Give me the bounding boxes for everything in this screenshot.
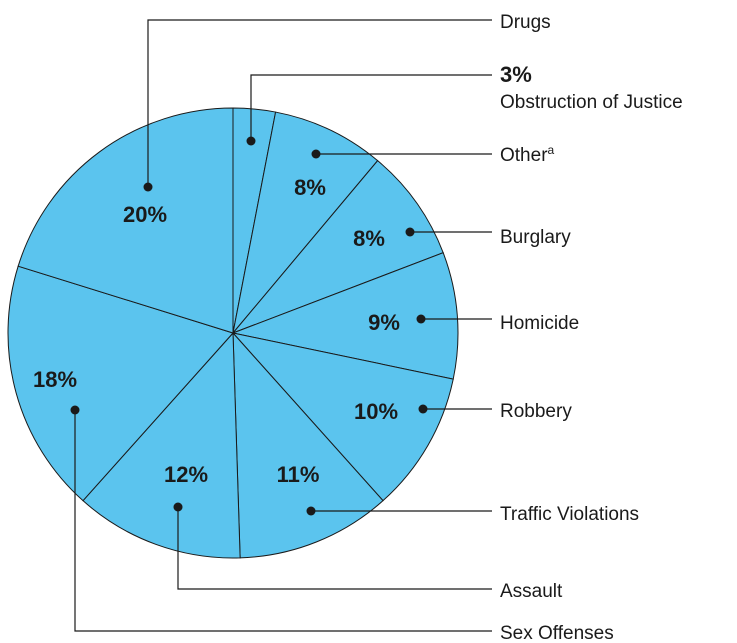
leader-dot-assault [173, 502, 183, 512]
category-labels: 3% Obstruction of Justice Othera Burglary Ho… [500, 12, 683, 643]
label-robbery: Robbery [500, 401, 572, 422]
slice-pct-other: 8% [294, 175, 326, 200]
slice-robbery [231, 332, 454, 502]
leader-dot-sex-offenses [70, 405, 80, 415]
slice-homicide [231, 252, 459, 380]
slice-sex-offenses [7, 265, 234, 502]
label-traffic-violations: Traffic Violations [500, 504, 639, 525]
slice-pct-assault: 12% [164, 462, 208, 487]
label-assault: Assault [500, 581, 563, 602]
slice-burglary [231, 159, 444, 335]
label-homicide: Homicide [500, 313, 579, 334]
slice-other [232, 111, 379, 335]
label-other: Othera [500, 143, 555, 166]
label-sex-offenses: Sex Offenses [500, 623, 614, 643]
slice-pct-homicide: 9% [368, 310, 400, 335]
slice-pct-drugs: 20% [123, 202, 167, 227]
leader-dot-robbery [418, 404, 428, 414]
slice-pct-robbery: 10% [354, 399, 398, 424]
leader-dot-obstruction-of-justice [246, 136, 256, 146]
slice-percent-labels: 8% 8% 9% 10% 11% 12% 18% 20% [33, 175, 400, 487]
slice-pct-sex-offenses: 18% [33, 367, 77, 392]
leader-drugs [147, 19, 492, 187]
label-pct-obstruction-of-justice: 3% [500, 62, 532, 87]
leader-lines [70, 19, 492, 632]
label-drugs: Drugs [500, 12, 551, 33]
leader-dot-other [311, 149, 321, 159]
slice-pct-traffic-violations: 11% [277, 462, 320, 487]
slice-traffic-violations [232, 331, 384, 559]
leader-dot-drugs [143, 182, 153, 192]
label-burglary: Burglary [500, 227, 571, 248]
leader-dot-burglary [405, 227, 415, 237]
slice-drugs [17, 107, 234, 334]
leader-dot-homicide [416, 314, 426, 324]
leader-dot-traffic-violations [306, 506, 316, 516]
slice-pct-burglary: 8% [353, 226, 385, 251]
leader-sex-offenses [74, 410, 492, 632]
pie-slices [7, 107, 459, 559]
leader-obstruction-of-justice [250, 74, 492, 141]
label-obstruction-of-justice: Obstruction of Justice [500, 92, 683, 113]
leader-assault [177, 507, 492, 590]
slice-assault [82, 331, 241, 559]
